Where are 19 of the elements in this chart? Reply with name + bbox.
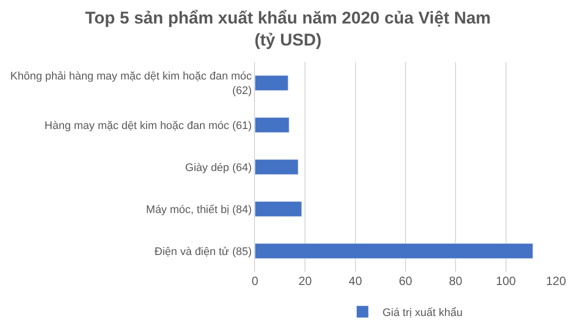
y-tick-label: Không phải hàng may mặc dệt kim hoặc đan móc (62) xyxy=(10,70,252,97)
x-tick-label: 0 xyxy=(252,274,259,288)
y-tick-label: Điện và điện tử (85) xyxy=(154,246,252,258)
bar xyxy=(255,201,302,217)
y-tick-label: Giày dép (64) xyxy=(185,162,252,174)
y-tick-label: Hàng may mặc dệt kim hoặc đan móc (61) xyxy=(44,120,252,132)
x-tick-label: 60 xyxy=(398,274,412,288)
x-tick-label: 120 xyxy=(546,274,566,288)
bar xyxy=(255,243,534,259)
bar xyxy=(255,159,298,175)
bar xyxy=(255,117,290,133)
x-tick-label: 20 xyxy=(298,274,312,288)
legend-label: Giá trị xuất khẩu xyxy=(382,306,463,319)
x-tick-label: 100 xyxy=(496,274,516,288)
y-tick-label: Máy móc, thiết bị (84) xyxy=(146,204,252,216)
x-tick-label: 80 xyxy=(448,274,463,288)
x-tick-label: 40 xyxy=(348,274,362,288)
bar xyxy=(255,75,288,91)
chart-title: Top 5 sản phẩm xuất khẩu năm 2020 của Việt Nam (tỷ USD) xyxy=(85,8,491,50)
